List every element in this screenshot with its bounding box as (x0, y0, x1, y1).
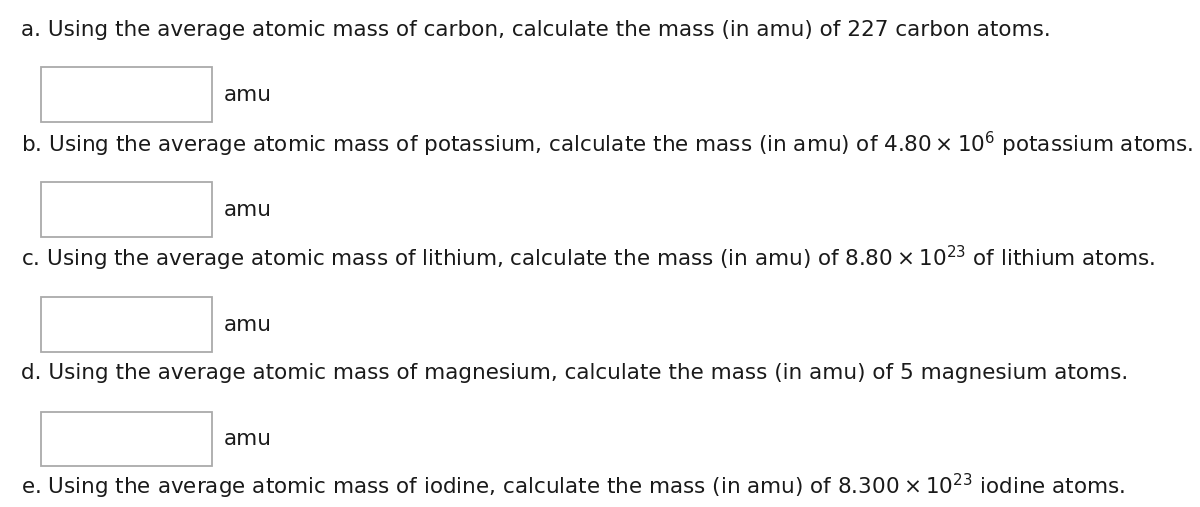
Bar (42, 412, 212, 466)
Text: b. Using the average atomic mass of potassium, calculate the mass (in amu) of $4: b. Using the average atomic mass of pota… (22, 130, 1194, 159)
Bar (42, 183, 212, 237)
Bar (42, 297, 212, 352)
Bar (42, 67, 212, 122)
Text: a. Using the average atomic mass of carbon, calculate the mass (in amu) of 227 c: a. Using the average atomic mass of carb… (22, 20, 1051, 40)
Text: amu: amu (223, 85, 271, 104)
Text: amu: amu (223, 429, 271, 449)
Text: d. Using the average atomic mass of magnesium, calculate the mass (in amu) of 5 : d. Using the average atomic mass of magn… (22, 363, 1129, 383)
Text: amu: amu (223, 200, 271, 220)
Text: amu: amu (223, 314, 271, 335)
Text: c. Using the average atomic mass of lithium, calculate the mass (in amu) of $8.8: c. Using the average atomic mass of lith… (22, 244, 1156, 273)
Text: e. Using the average atomic mass of iodine, calculate the mass (in amu) of $8.30: e. Using the average atomic mass of iodi… (22, 472, 1126, 500)
